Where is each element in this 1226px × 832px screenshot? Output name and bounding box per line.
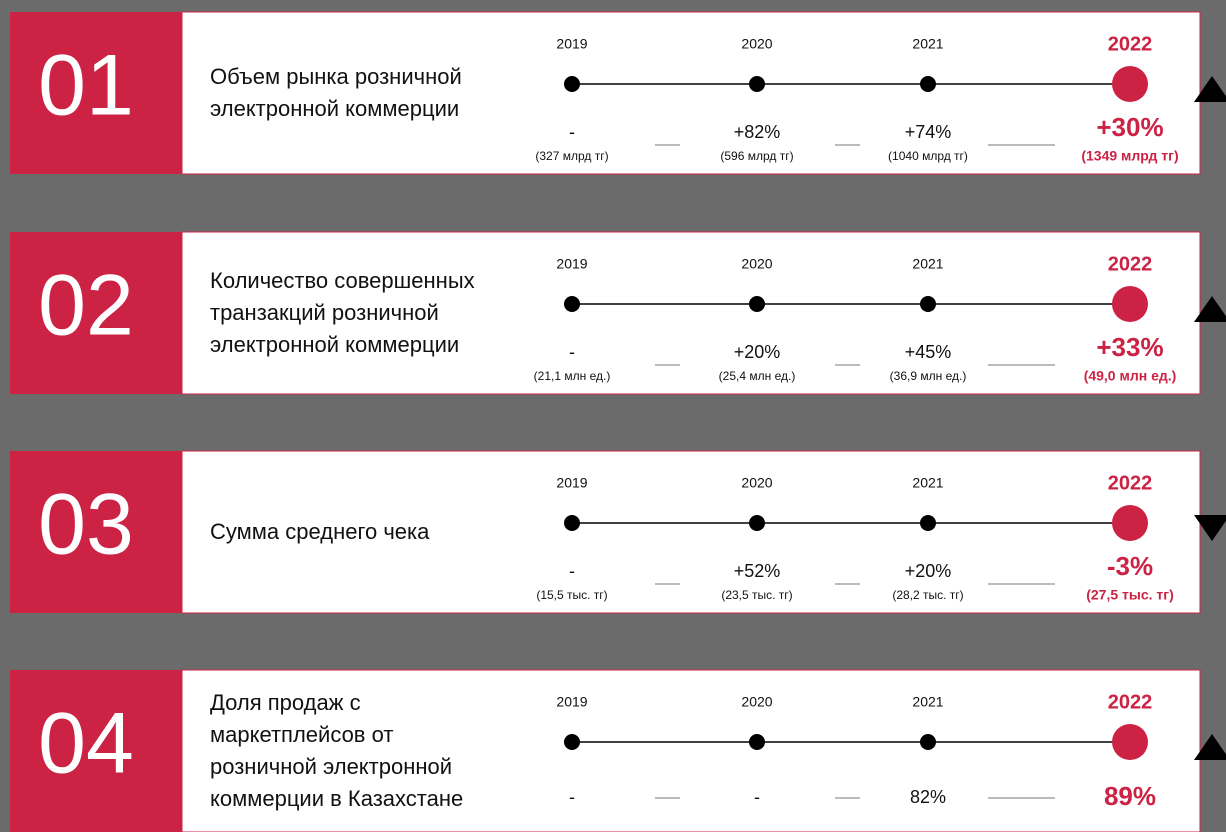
amount: (1040 млрд тг) bbox=[888, 149, 968, 163]
timeline-dot bbox=[564, 76, 580, 92]
amount: (49,0 млн ед.) bbox=[1084, 368, 1177, 384]
row: 03 Сумма среднего чека 2019 2020 2021 2022 - +5… bbox=[10, 450, 1226, 614]
row-number: 03 bbox=[38, 477, 134, 573]
timeline-dot bbox=[1112, 286, 1148, 322]
year-label: 2022 bbox=[1108, 33, 1153, 55]
trend-arrow bbox=[1194, 515, 1226, 541]
row-number: 04 bbox=[38, 696, 134, 792]
change-value: +20% bbox=[734, 342, 781, 362]
row-number: 02 bbox=[38, 258, 134, 354]
year-label: 2021 bbox=[912, 256, 943, 272]
panel bbox=[181, 11, 1201, 175]
timeline-dot bbox=[749, 296, 765, 312]
number-block bbox=[10, 670, 182, 832]
change-value: +20% bbox=[905, 561, 952, 581]
timeline-dot bbox=[920, 734, 936, 750]
year-label: 2020 bbox=[741, 36, 772, 52]
change-value: +45% bbox=[905, 342, 952, 362]
number-block bbox=[10, 12, 182, 174]
year-label: 2022 bbox=[1108, 691, 1153, 713]
change-value: +82% bbox=[734, 122, 781, 142]
year-label: 2020 bbox=[741, 256, 772, 272]
row-title: Доля продаж с bbox=[210, 690, 361, 715]
row: 02 Количество совершенных транзакций розни… bbox=[10, 231, 1226, 395]
year-label: 2022 bbox=[1108, 472, 1153, 494]
amount: (27,5 тыс. тг) bbox=[1086, 587, 1174, 603]
row-title: Количество совершенных bbox=[210, 268, 475, 293]
timeline-dot bbox=[920, 76, 936, 92]
amount: (327 млрд тг) bbox=[535, 149, 608, 163]
year-label: 2022 bbox=[1108, 253, 1153, 275]
row-title: Объем рынка розничной bbox=[210, 64, 462, 89]
row-title: Сумма среднего чека bbox=[210, 519, 430, 544]
timeline-dot bbox=[749, 76, 765, 92]
change-value: - bbox=[569, 122, 575, 142]
timeline-dot bbox=[749, 515, 765, 531]
amount: (28,2 тыс. тг) bbox=[892, 588, 963, 602]
year-label: 2019 bbox=[556, 475, 587, 491]
timeline-dot bbox=[920, 296, 936, 312]
row-title: электронной коммерции bbox=[210, 96, 459, 121]
row-number: 01 bbox=[38, 38, 134, 134]
row: 04 Доля продаж с маркетплейсов от розничной… bbox=[10, 669, 1226, 832]
amount: (23,5 тыс. тг) bbox=[721, 588, 792, 602]
year-label: 2019 bbox=[556, 36, 587, 52]
timeline-dot bbox=[564, 515, 580, 531]
change-value: +33% bbox=[1096, 332, 1163, 362]
change-value: +74% bbox=[905, 122, 952, 142]
year-label: 2021 bbox=[912, 694, 943, 710]
row: 01 Объем рынка розничной электронной комме… bbox=[10, 11, 1226, 175]
timeline-dot bbox=[1112, 66, 1148, 102]
amount: (15,5 тыс. тг) bbox=[536, 588, 607, 602]
timeline-dot bbox=[564, 296, 580, 312]
row-title: электронной коммерции bbox=[210, 332, 459, 357]
row-title: розничной электронной bbox=[210, 754, 452, 779]
year-label: 2020 bbox=[741, 694, 772, 710]
trend-arrow bbox=[1194, 296, 1226, 322]
number-block bbox=[10, 451, 182, 613]
amount: (25,4 млн ед.) bbox=[719, 369, 796, 383]
year-label: 2019 bbox=[556, 694, 587, 710]
change-value: - bbox=[569, 561, 575, 581]
change-value: - bbox=[754, 787, 760, 807]
amount: (21,1 млн ед.) bbox=[534, 369, 611, 383]
row-title: транзакций розничной bbox=[210, 300, 439, 325]
change-value: 89% bbox=[1104, 781, 1156, 811]
change-value: 82% bbox=[910, 787, 946, 807]
number-block bbox=[10, 232, 182, 394]
change-value: -3% bbox=[1107, 551, 1153, 581]
timeline-dot bbox=[1112, 505, 1148, 541]
timeline-dot bbox=[1112, 724, 1148, 760]
year-label: 2021 bbox=[912, 36, 943, 52]
trend-arrow bbox=[1194, 76, 1226, 102]
year-label: 2020 bbox=[741, 475, 772, 491]
timeline-dot bbox=[564, 734, 580, 750]
change-value: +30% bbox=[1096, 112, 1163, 142]
change-value: +52% bbox=[734, 561, 781, 581]
panel bbox=[181, 669, 1201, 832]
timeline-dot bbox=[749, 734, 765, 750]
change-value: - bbox=[569, 787, 575, 807]
panel bbox=[181, 450, 1201, 614]
year-label: 2019 bbox=[556, 256, 587, 272]
row-title: маркетплейсов от bbox=[210, 722, 393, 747]
amount: (596 млрд тг) bbox=[720, 149, 793, 163]
row-title: коммерции в Казахстане bbox=[210, 786, 463, 811]
timeline-dot bbox=[920, 515, 936, 531]
trend-arrow bbox=[1194, 734, 1226, 760]
amount: (36,9 млн ед.) bbox=[890, 369, 967, 383]
amount: (1349 млрд тг) bbox=[1081, 148, 1178, 164]
change-value: - bbox=[569, 342, 575, 362]
year-label: 2021 bbox=[912, 475, 943, 491]
